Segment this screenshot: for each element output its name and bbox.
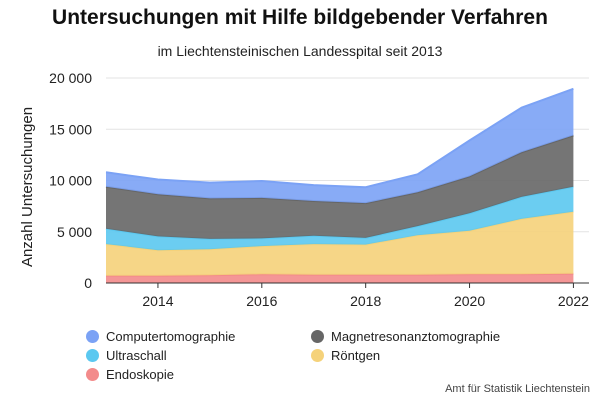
- axes: [106, 282, 589, 288]
- y-tick-labels: 0 5 000 10 000 15 000 20 000: [49, 70, 92, 291]
- legend-item-computertomographie[interactable]: Computertomographie: [86, 328, 311, 345]
- legend-label: Computertomographie: [106, 329, 236, 344]
- legend-item-roentgen[interactable]: Röntgen: [311, 347, 546, 364]
- area-magnetresonanztomographie[interactable]: [106, 135, 574, 239]
- legend-label: Endoskopie: [106, 367, 174, 382]
- legend-item-ultraschall[interactable]: Ultraschall: [86, 347, 311, 364]
- source-note: Amt für Statistik Liechtenstein: [445, 383, 590, 395]
- area-computertomographie[interactable]: [106, 88, 574, 204]
- stacked-area-chart: 0 5 000 10 000 15 000 20 000 2014 2016 2018 202…: [19, 70, 589, 309]
- line-computertomographie: [105, 87, 574, 189]
- legend-label: Ultraschall: [106, 348, 167, 363]
- x-tick-label: 2016: [246, 293, 277, 309]
- y-tick-label: 5 000: [57, 224, 92, 240]
- y-tick-label: 20 000: [49, 70, 92, 86]
- legend: Computertomographie Magnetresonanztomogr…: [86, 328, 546, 383]
- area-roentgen[interactable]: [106, 211, 574, 276]
- legend-label: Röntgen: [331, 348, 381, 363]
- x-tick-label: 2022: [558, 293, 589, 309]
- legend-item-magnetresonanztomographie[interactable]: Magnetresonanztomographie: [311, 328, 546, 345]
- y-tick-label: 0: [84, 275, 92, 291]
- legend-swatch: [311, 349, 324, 362]
- y-tick-label: 15 000: [49, 121, 92, 137]
- legend-swatch: [86, 368, 99, 381]
- x-tick-label: 2014: [142, 293, 173, 309]
- x-tick-labels: 2014 2016 2018 2020 2022: [142, 293, 589, 309]
- legend-swatch: [86, 330, 99, 343]
- chart-title: Untersuchungen mit Hilfe bildgebender Ve…: [52, 6, 548, 29]
- legend-swatch: [311, 330, 324, 343]
- chart-subtitle: im Liechtensteinischen Landesspital seit…: [157, 43, 443, 59]
- y-axis-label: Anzahl Untersuchungen: [19, 107, 36, 267]
- x-tick-label: 2018: [350, 293, 381, 309]
- y-tick-label: 10 000: [49, 173, 92, 189]
- area-endoskopie[interactable]: [106, 273, 574, 283]
- x-tick-label: 2020: [454, 293, 485, 309]
- legend-item-endoskopie[interactable]: Endoskopie: [86, 366, 311, 383]
- legend-label: Magnetresonanztomographie: [331, 329, 501, 344]
- legend-swatch: [86, 349, 99, 362]
- series-areas: [105, 87, 574, 283]
